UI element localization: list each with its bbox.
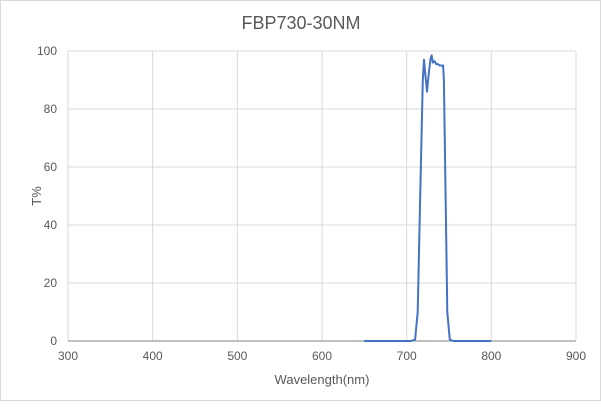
y-axis-label: T% bbox=[29, 186, 44, 206]
x-tick-label: 900 bbox=[566, 349, 586, 363]
series-layer bbox=[364, 54, 492, 342]
x-tick-label: 800 bbox=[481, 349, 501, 363]
x-tick-label: 400 bbox=[143, 349, 163, 363]
x-tick-label: 500 bbox=[227, 349, 247, 363]
transmission-line bbox=[364, 54, 492, 342]
y-tick-label: 20 bbox=[44, 276, 58, 290]
gridlines bbox=[67, 50, 577, 342]
x-tick-label: 700 bbox=[397, 349, 417, 363]
x-tick-label: 300 bbox=[58, 349, 78, 363]
y-tick-label: 80 bbox=[44, 102, 58, 116]
chart-title: FBP730-30NM bbox=[241, 13, 360, 33]
y-tick-label: 0 bbox=[50, 334, 57, 348]
y-tick-label: 60 bbox=[44, 160, 58, 174]
x-axis-label: Wavelength(nm) bbox=[275, 372, 370, 387]
y-tick-label: 40 bbox=[44, 218, 58, 232]
tick-labels: 0 20 40 60 80 100 300 400 500 600 700 800 900 bbox=[37, 44, 586, 363]
y-tick-label: 100 bbox=[37, 44, 57, 58]
x-tick-label: 600 bbox=[312, 349, 332, 363]
